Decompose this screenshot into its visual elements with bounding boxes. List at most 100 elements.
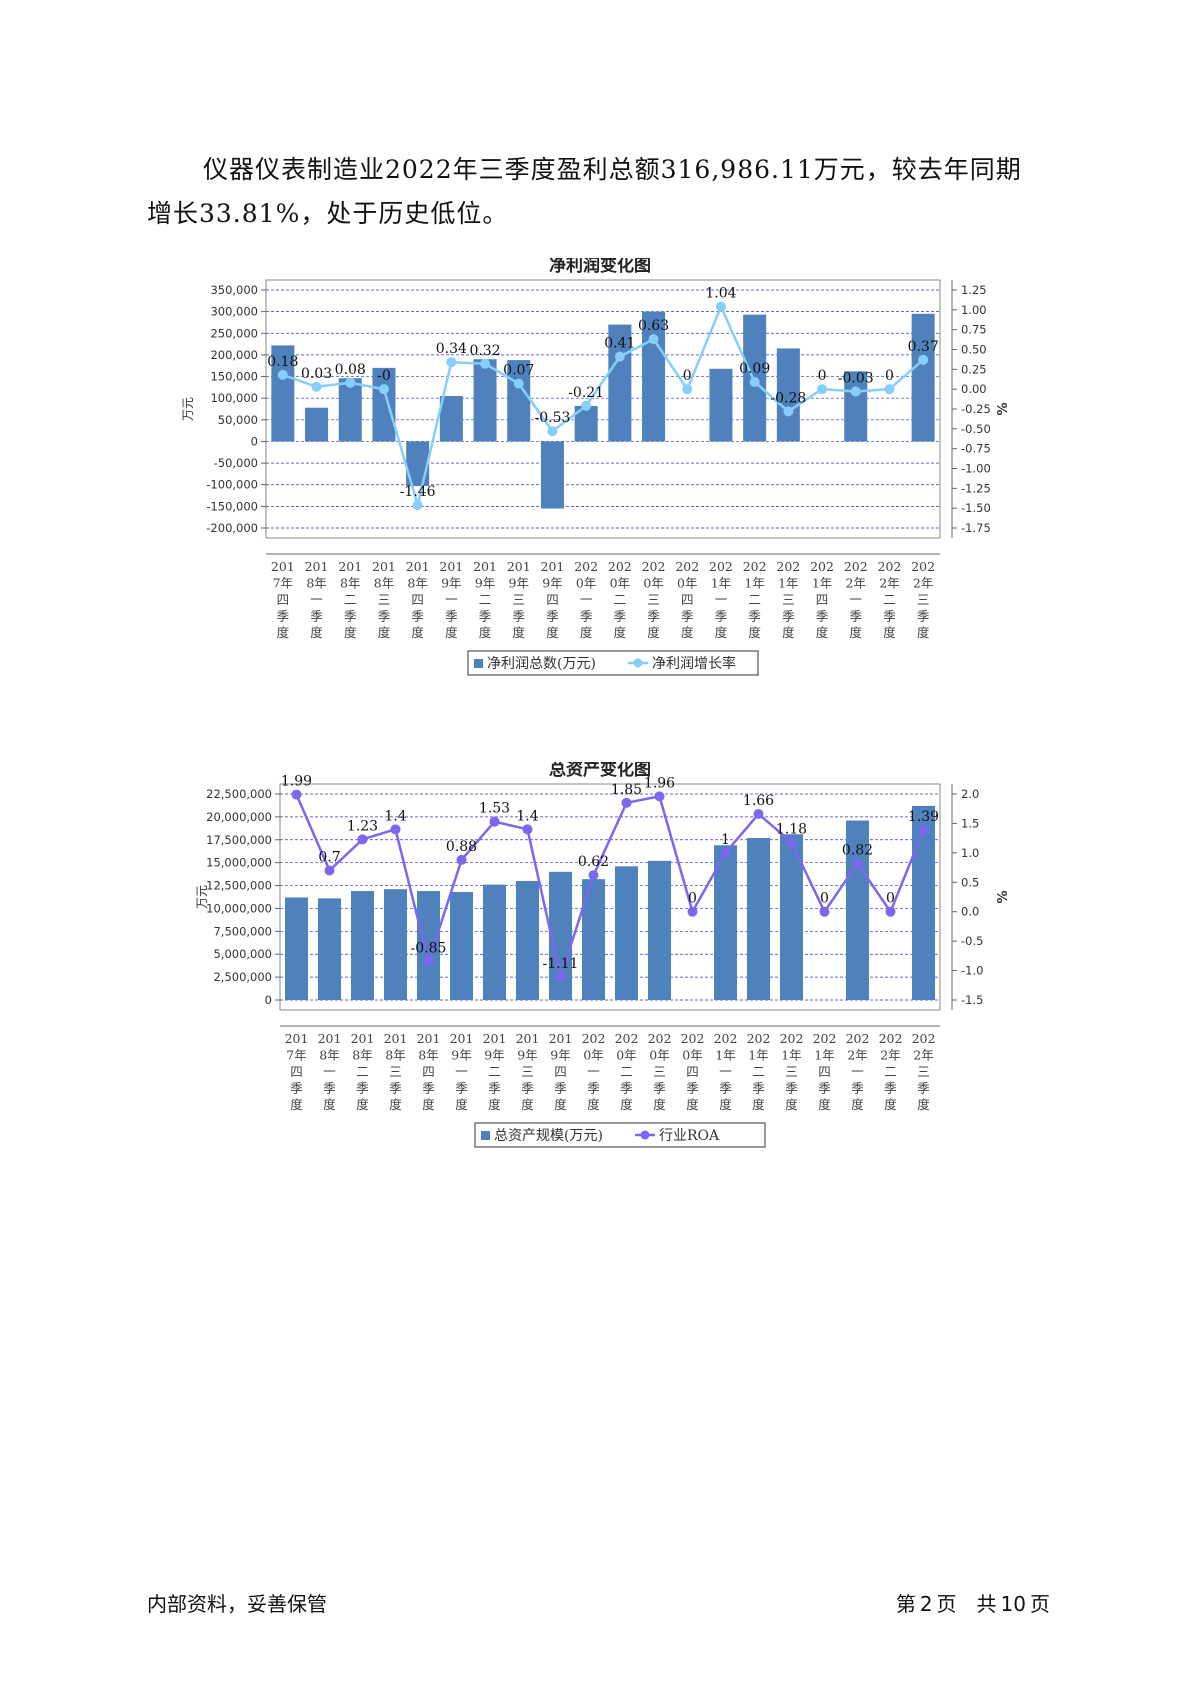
x-tick-label: 202	[574, 559, 598, 574]
x-tick-label: 8年	[306, 576, 326, 591]
x-tick-label: 201	[285, 1031, 309, 1046]
x-tick-label: 度	[851, 1097, 864, 1112]
x-tick-label: 季	[782, 609, 795, 624]
x-tick-label: 季	[290, 1081, 303, 1096]
data-label: 0	[818, 368, 827, 384]
bar	[648, 860, 671, 1000]
x-tick-label: 2年	[879, 576, 899, 591]
line-point	[513, 378, 524, 389]
data-label: 0.09	[739, 361, 770, 377]
x-tick-label: 度	[785, 1097, 798, 1112]
series-line	[295, 794, 925, 982]
line-point	[648, 334, 659, 345]
bar	[747, 837, 770, 1000]
bar	[271, 345, 295, 442]
x-tick-label: 度	[816, 625, 829, 640]
data-label: 0.08	[335, 362, 366, 378]
x-tick-label: 9年	[517, 1048, 537, 1063]
data-label: 0.63	[638, 318, 669, 334]
x-tick-label: 季	[752, 1081, 765, 1096]
data-label: -0	[377, 368, 391, 384]
x-tick-label: 2年	[847, 1048, 867, 1063]
left-tick-label: 250,000	[210, 326, 258, 340]
right-tick-label: -1.25	[961, 481, 991, 495]
x-tick-label: 202	[813, 1031, 837, 1046]
x-tick-label: 季	[653, 1081, 666, 1096]
x-tick-label: 度	[356, 1097, 369, 1112]
x-tick-label: 二	[614, 592, 627, 607]
data-label: -0.21	[568, 385, 604, 401]
data-label: 0.32	[469, 343, 500, 359]
series-line	[282, 303, 924, 510]
x-tick-label: 度	[849, 625, 862, 640]
x-tick-label: 8年	[407, 576, 427, 591]
x-tick-label: 202	[608, 559, 632, 574]
x-tick-label: 二	[884, 1064, 897, 1079]
x-tick-label: 季	[818, 1081, 831, 1096]
line-point	[715, 301, 726, 312]
x-tick-label: 1年	[744, 576, 764, 591]
x-tick-label: 0年	[649, 1048, 669, 1063]
left-tick-label: 15,000,000	[206, 856, 272, 870]
data-label: 0	[820, 891, 829, 907]
x-tick-label: 202	[911, 559, 935, 574]
line-point	[783, 406, 794, 417]
data-label: 1.04	[705, 286, 736, 302]
line-point	[614, 351, 625, 362]
x-tick-label: 三	[389, 1064, 402, 1079]
data-label: 0.62	[578, 854, 609, 870]
bar	[780, 834, 803, 1000]
x-tick-label: 季	[816, 609, 829, 624]
page-suffix: 页	[1030, 1592, 1050, 1616]
line-point	[786, 837, 797, 848]
x-tick-label: 0年	[576, 576, 596, 591]
x-tick-label: 度	[488, 1097, 501, 1112]
x-tick-label: 一	[851, 1064, 864, 1079]
line-point	[749, 377, 760, 388]
x-tick-label: 0年	[677, 576, 697, 591]
x-tick-label: 四	[681, 592, 694, 607]
data-label: 1.66	[743, 793, 774, 809]
line-point	[654, 791, 665, 802]
line-point	[456, 854, 467, 865]
left-axis-label: 万元	[195, 885, 209, 909]
x-tick-label: 二	[479, 592, 492, 607]
line-point	[311, 381, 322, 392]
x-tick-label: 度	[411, 625, 424, 640]
x-tick-label: 季	[719, 1081, 732, 1096]
x-tick-label: 1年	[748, 1048, 768, 1063]
data-label: 0.41	[604, 336, 635, 352]
legend-bar-swatch	[474, 659, 483, 668]
line-point	[555, 972, 566, 983]
x-tick-label: 四	[546, 592, 559, 607]
x-tick-label: 202	[642, 559, 666, 574]
right-tick-label: 1.00	[961, 303, 987, 317]
x-tick-label: 一	[580, 592, 593, 607]
page-number: 2	[919, 1592, 933, 1616]
data-label: 0.37	[908, 339, 939, 355]
left-tick-label: -150,000	[206, 499, 258, 513]
bar	[776, 348, 800, 442]
x-tick-label: 度	[752, 1097, 765, 1112]
x-tick-label: 季	[883, 609, 896, 624]
x-tick-label: 202	[648, 1031, 672, 1046]
x-tick-label: 0年	[616, 1048, 636, 1063]
x-tick-label: 季	[917, 1081, 930, 1096]
x-tick-label: 四	[686, 1064, 699, 1079]
right-axis-label: %	[996, 402, 1011, 415]
line-point	[345, 377, 356, 388]
x-tick-label: 季	[521, 1081, 534, 1096]
x-tick-label: 9年	[542, 576, 562, 591]
x-tick-label: 四	[818, 1064, 831, 1079]
legend-bar-swatch	[481, 1131, 490, 1140]
x-tick-label: 季	[277, 609, 290, 624]
line-point	[412, 499, 423, 510]
x-tick-label: 1年	[778, 576, 798, 591]
bar	[372, 367, 396, 442]
page-total: 10	[1000, 1592, 1026, 1616]
right-tick-label: 0.50	[961, 343, 987, 357]
left-tick-label: -50,000	[214, 456, 258, 470]
bar	[473, 359, 497, 442]
right-tick-label: -1.75	[961, 521, 991, 535]
x-tick-label: 季	[344, 609, 357, 624]
